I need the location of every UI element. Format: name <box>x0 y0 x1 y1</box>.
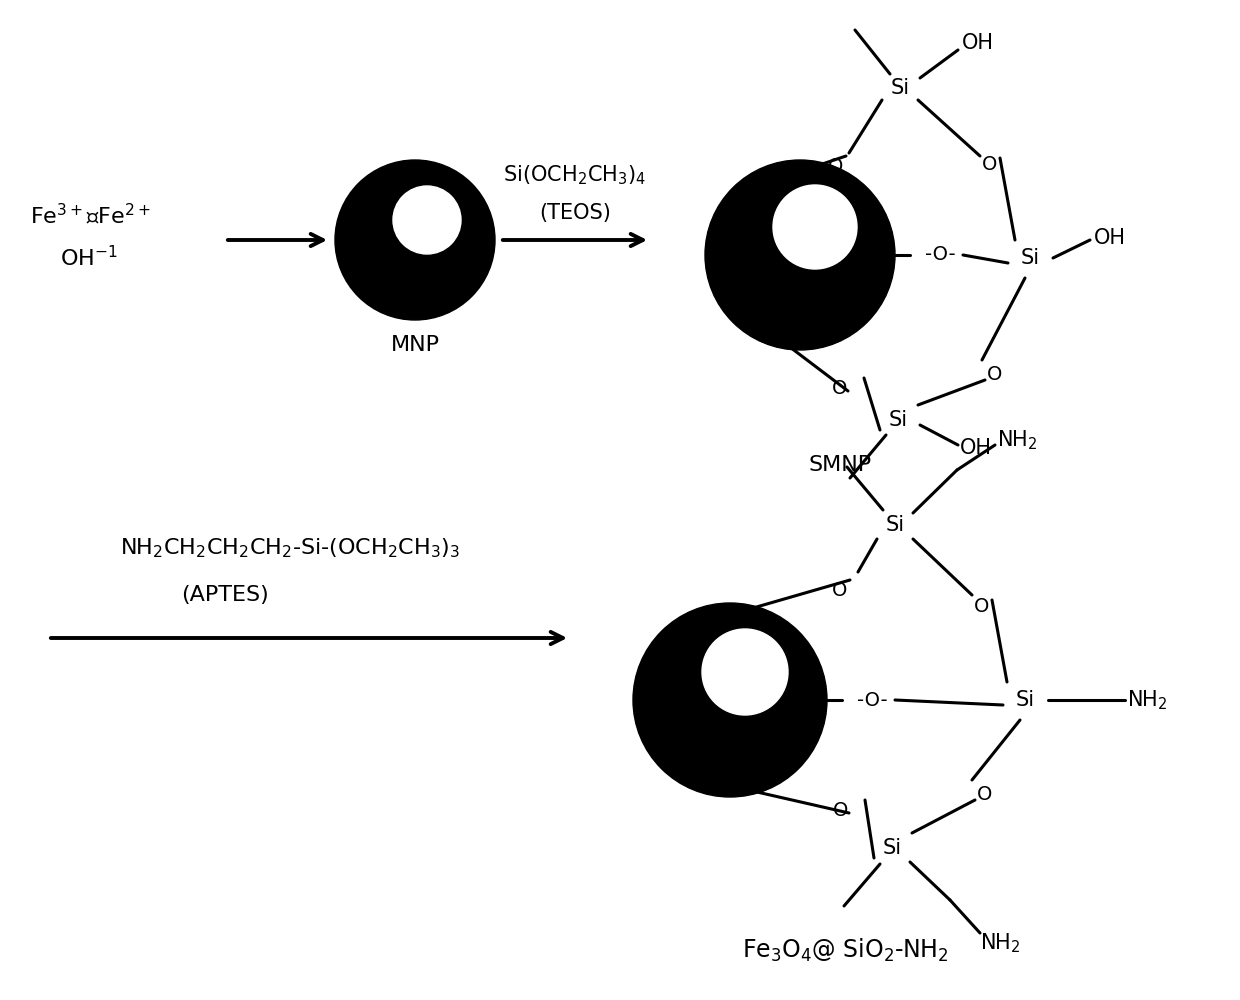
Circle shape <box>632 603 827 797</box>
Text: Si: Si <box>890 78 910 98</box>
Text: O: O <box>832 379 848 398</box>
Text: OH$^{-1}$: OH$^{-1}$ <box>60 245 118 271</box>
Text: MNP: MNP <box>391 335 439 355</box>
Text: O: O <box>828 156 843 176</box>
Text: O: O <box>977 786 993 804</box>
Text: Si(OCH$_2$CH$_3$)$_4$: Si(OCH$_2$CH$_3$)$_4$ <box>503 163 646 187</box>
Text: (APTES): (APTES) <box>181 585 269 605</box>
Text: NH$_2$: NH$_2$ <box>980 931 1021 955</box>
Circle shape <box>773 185 857 269</box>
Text: OH: OH <box>960 438 992 458</box>
Text: Si: Si <box>883 838 901 858</box>
Text: NH$_2$CH$_2$CH$_2$CH$_2$-Si-(OCH$_2$CH$_3$)$_3$: NH$_2$CH$_2$CH$_2$CH$_2$-Si-(OCH$_2$CH$_… <box>120 536 460 560</box>
Text: Fe$^{3+}$、Fe$^{2+}$: Fe$^{3+}$、Fe$^{2+}$ <box>30 202 150 228</box>
Text: Fe$_3$O$_4$@ SiO$_2$-NH$_2$: Fe$_3$O$_4$@ SiO$_2$-NH$_2$ <box>742 936 949 964</box>
Circle shape <box>706 160 895 350</box>
Text: SMNP: SMNP <box>808 455 872 475</box>
Text: -O-: -O- <box>925 245 956 264</box>
Text: O: O <box>987 365 1003 384</box>
Text: O: O <box>833 802 848 820</box>
Circle shape <box>702 629 787 715</box>
Circle shape <box>393 186 461 254</box>
Text: (TEOS): (TEOS) <box>539 203 611 223</box>
Text: NH$_2$: NH$_2$ <box>997 428 1038 452</box>
Text: -O-: -O- <box>857 690 888 710</box>
Text: Si: Si <box>1021 248 1039 268</box>
Text: Si: Si <box>1016 690 1034 710</box>
Text: O: O <box>982 154 998 174</box>
Text: Si: Si <box>885 515 904 535</box>
Text: OH: OH <box>962 33 994 53</box>
Text: O: O <box>975 596 990 615</box>
Text: OH: OH <box>1094 228 1126 248</box>
Text: Si: Si <box>888 410 908 430</box>
Circle shape <box>335 160 495 320</box>
Text: O: O <box>832 580 848 599</box>
Text: NH$_2$: NH$_2$ <box>1127 688 1167 712</box>
